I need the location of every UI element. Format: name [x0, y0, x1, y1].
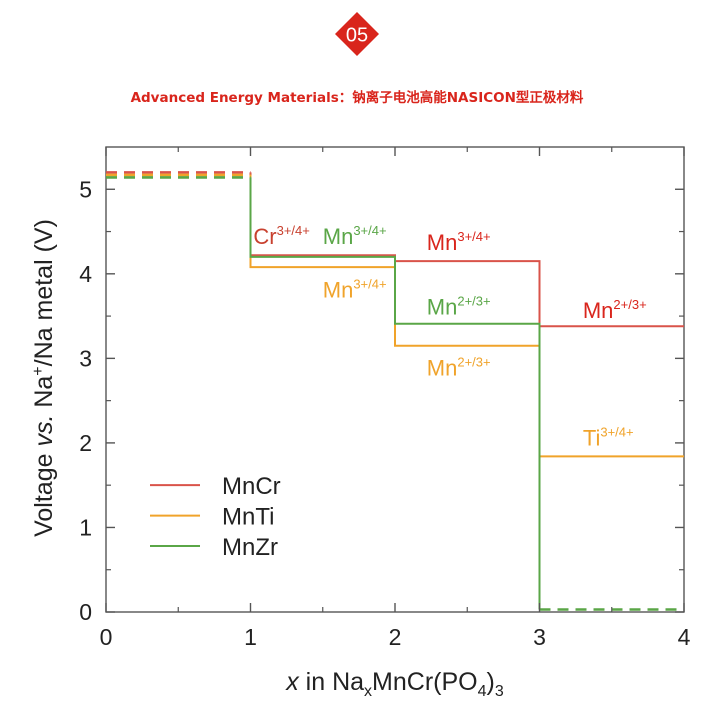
redox-annotation: Mn2+/3+	[583, 297, 647, 323]
section-title: Advanced Energy Materials：钠离子电池高能NASICON…	[130, 90, 584, 106]
y-axis-label: Voltage vs. Na+/Na metal (V)	[30, 219, 58, 537]
series-line-mnzr	[249, 177, 541, 610]
redox-annotation: Mn3+/4+	[427, 229, 491, 255]
legend-label: MnZr	[222, 534, 278, 561]
badge-diamond-shape	[335, 12, 379, 56]
badge-number: 05	[346, 25, 368, 47]
y-tick-label: 3	[79, 345, 92, 371]
legend-label: MnCr	[222, 473, 281, 500]
plot-frame	[105, 146, 685, 613]
y-tick-label: 5	[79, 176, 92, 202]
y-tick-label: 1	[79, 514, 92, 540]
x-tick-label: 2	[389, 624, 402, 650]
redox-annotation: Cr3+/4+	[253, 223, 309, 249]
redox-annotation: Mn2+/3+	[427, 354, 491, 380]
x-tick-label: 3	[533, 624, 546, 650]
section-number-badge: 05	[335, 12, 379, 56]
y-tick-label: 4	[79, 261, 92, 287]
x-axis-label: x in NaxMnCr(PO4)3	[285, 668, 504, 700]
x-tick-label: 4	[678, 624, 691, 650]
redox-annotation: Mn3+/4+	[323, 223, 387, 249]
redox-annotation: Ti3+/4+	[583, 424, 634, 450]
legend-label: MnTi	[222, 504, 274, 531]
y-tick-label: 0	[79, 599, 92, 625]
series-line-mnti	[249, 174, 684, 458]
x-tick-label: 1	[244, 624, 257, 650]
y-tick-label: 2	[79, 430, 92, 456]
redox-annotation: Mn3+/4+	[323, 276, 387, 302]
redox-annotation: Mn2+/3+	[427, 293, 491, 319]
x-tick-label: 0	[100, 624, 113, 650]
